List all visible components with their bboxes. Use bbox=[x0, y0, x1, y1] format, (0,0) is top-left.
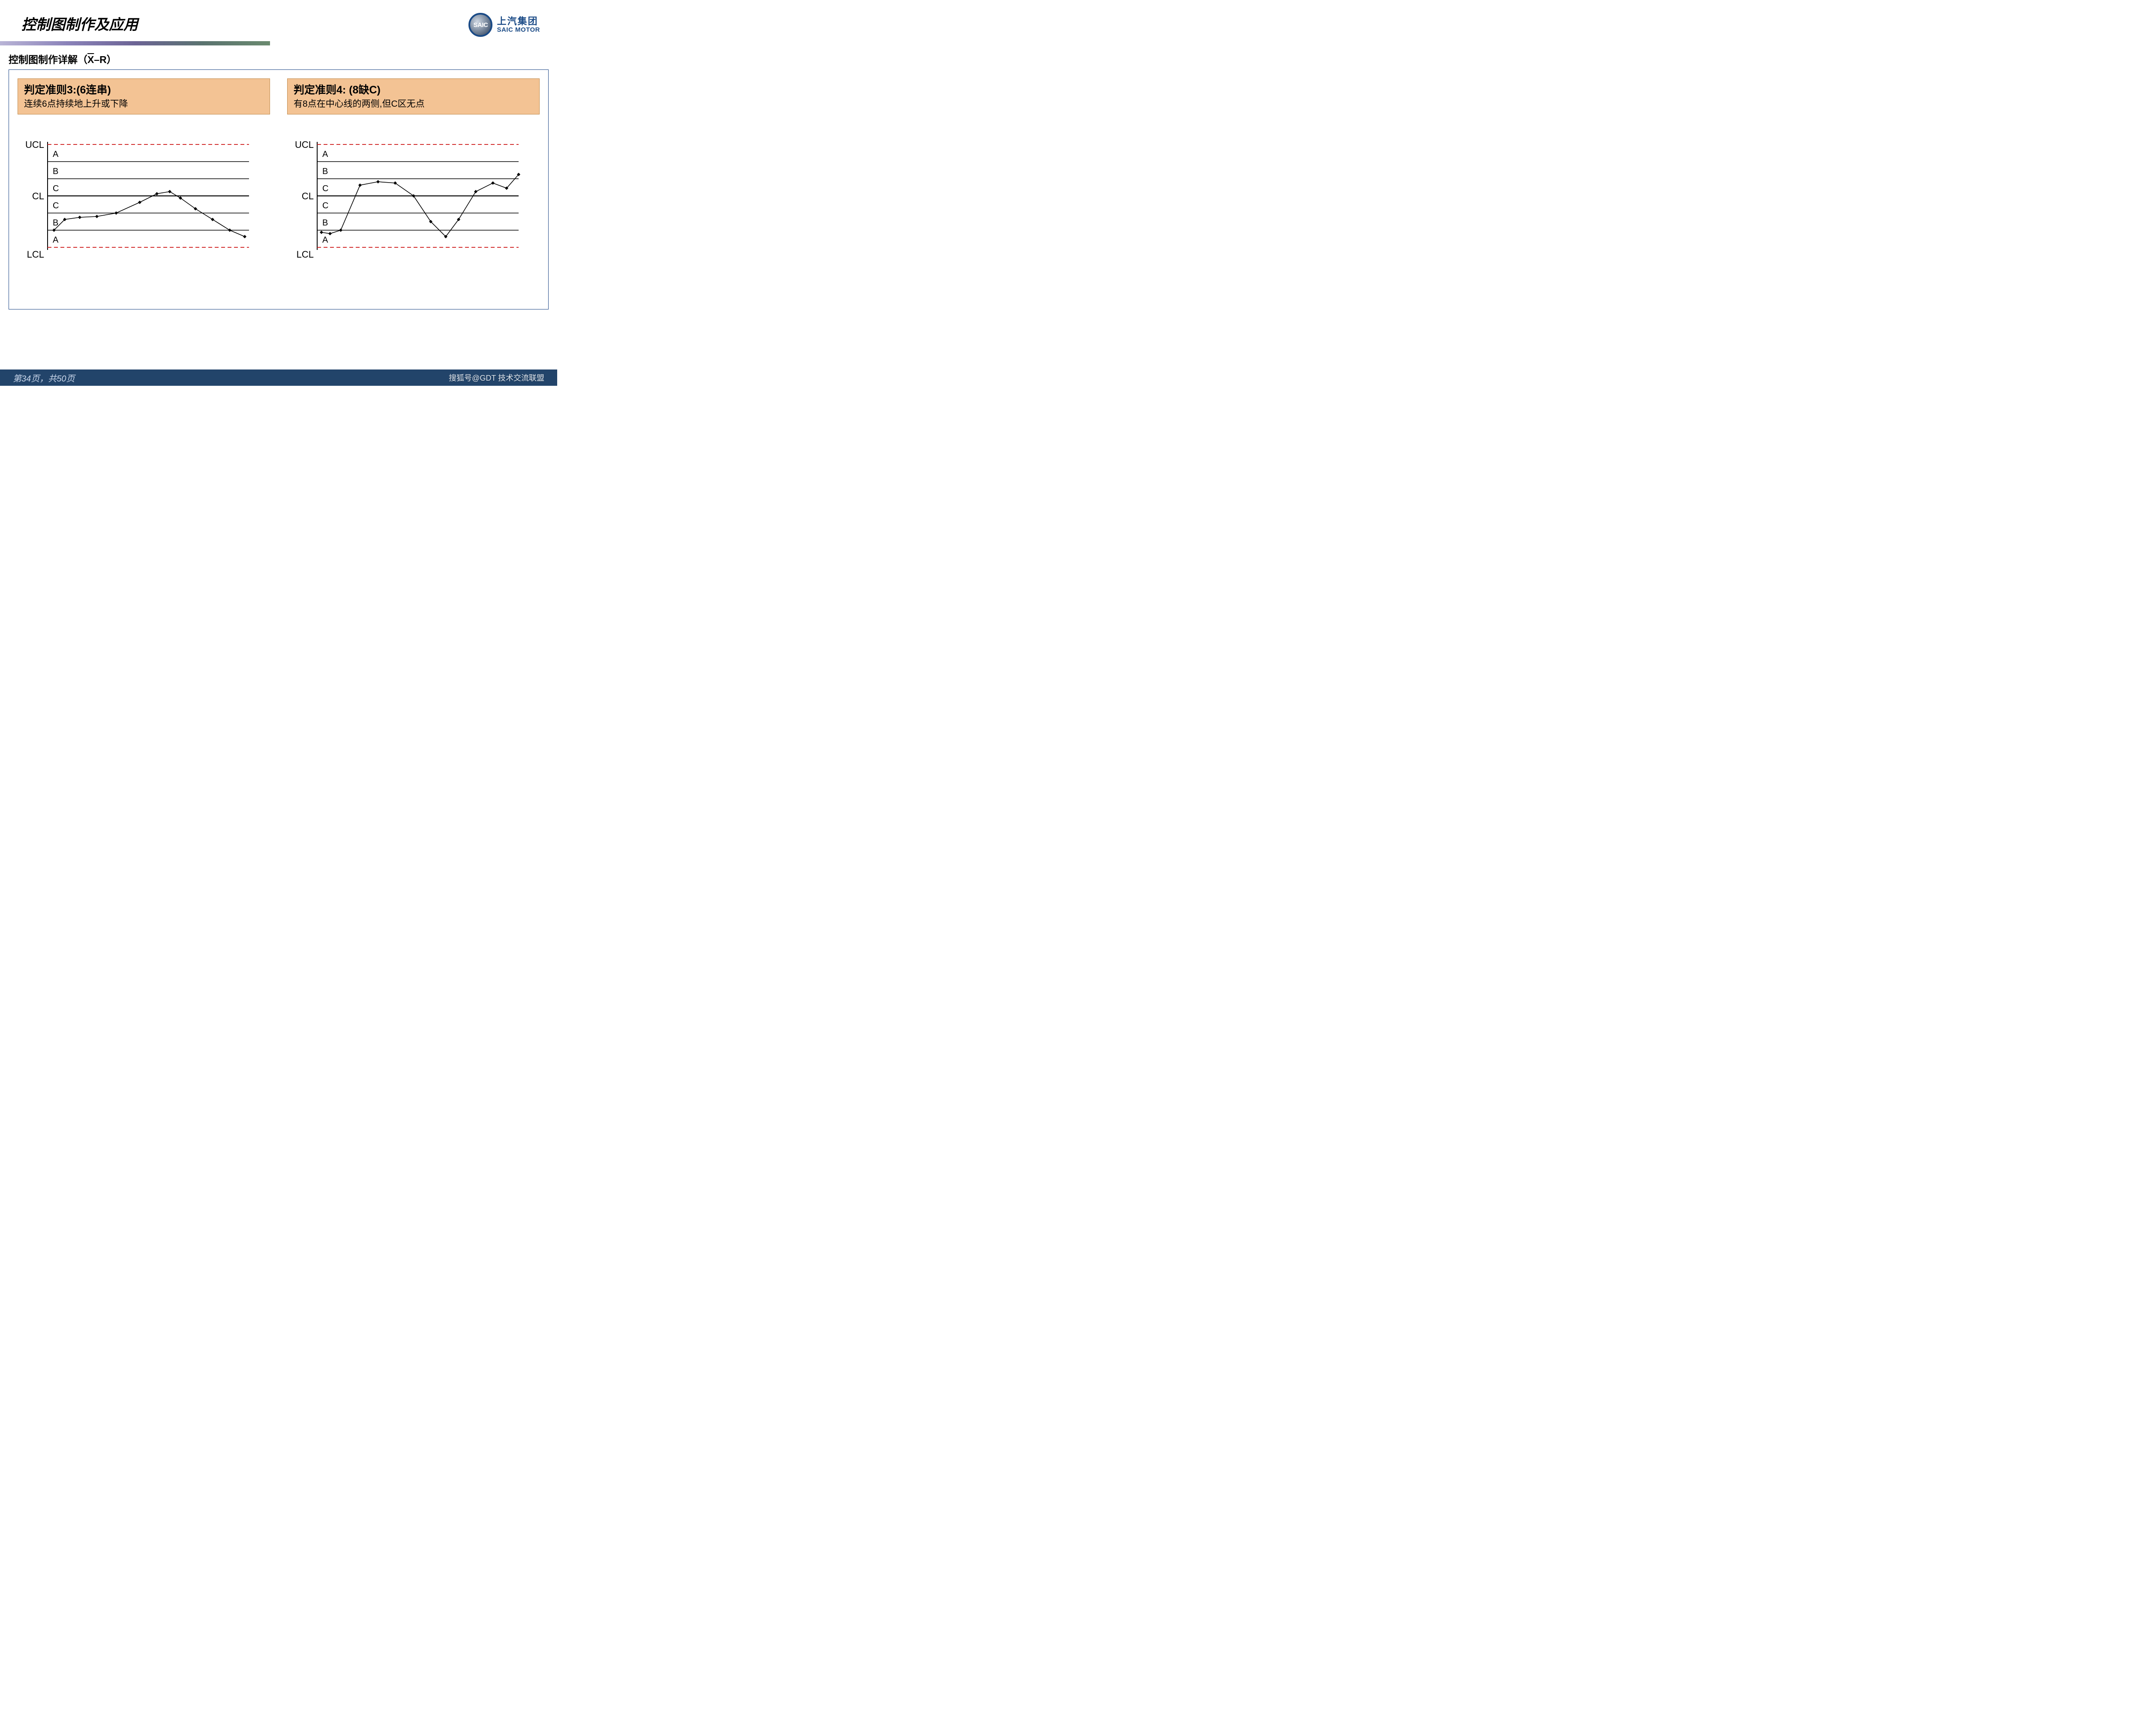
logo-cn: 上汽集团 bbox=[497, 16, 540, 27]
page-title: 控制图制作及应用 bbox=[21, 13, 138, 34]
footer-bar: 第34页，共50页 搜狐号@GDT 技术交流联盟 bbox=[0, 369, 557, 386]
chart-rule-4: UCLCLLCLABCCBA bbox=[287, 140, 540, 300]
svg-text:C: C bbox=[53, 201, 59, 210]
rule-desc-4: 有8点在中心线的两侧,但C区无点 bbox=[294, 97, 533, 110]
svg-text:LCL: LCL bbox=[297, 249, 314, 260]
logo-en: SAIC MOTOR bbox=[497, 27, 540, 34]
svg-text:LCL: LCL bbox=[27, 249, 44, 260]
brand-logo: SAIC 上汽集团 SAIC MOTOR bbox=[468, 13, 540, 37]
rule-box-3: 判定准则3:(6连串) 连续6点持续地上升或下降 bbox=[18, 78, 270, 114]
svg-text:UCL: UCL bbox=[25, 140, 44, 150]
svg-text:C: C bbox=[322, 201, 328, 210]
svg-text:A: A bbox=[53, 235, 59, 245]
svg-text:CL: CL bbox=[302, 191, 314, 201]
svg-text:C: C bbox=[322, 184, 328, 193]
rule-column-3: 判定准则3:(6连串) 连续6点持续地上升或下降 UCLCLLCLABCCBA bbox=[18, 78, 270, 300]
svg-text:B: B bbox=[322, 218, 328, 228]
rule-title-3: 判定准则3:(6连串) bbox=[24, 81, 264, 97]
divider-gradient bbox=[0, 41, 270, 45]
svg-text:B: B bbox=[53, 167, 58, 176]
svg-text:A: A bbox=[322, 150, 328, 159]
subtitle: 控制图制作详解（X–R） bbox=[9, 51, 557, 66]
svg-text:B: B bbox=[53, 218, 58, 228]
svg-text:C: C bbox=[53, 184, 59, 193]
rule-column-4: 判定准则4: (8缺C) 有8点在中心线的两侧,但C区无点 UCLCLLCLAB… bbox=[287, 78, 540, 300]
svg-text:A: A bbox=[322, 235, 328, 245]
source-watermark: 搜狐号@GDT 技术交流联盟 bbox=[449, 372, 544, 383]
svg-text:A: A bbox=[53, 150, 59, 159]
svg-text:CL: CL bbox=[32, 191, 44, 201]
rule-title-4: 判定准则4: (8缺C) bbox=[294, 81, 533, 97]
chart-rule-3: UCLCLLCLABCCBA bbox=[18, 140, 270, 300]
svg-text:B: B bbox=[322, 167, 328, 176]
rule-box-4: 判定准则4: (8缺C) 有8点在中心线的两侧,但C区无点 bbox=[287, 78, 540, 114]
rule-desc-3: 连续6点持续地上升或下降 bbox=[24, 97, 264, 110]
logo-badge-icon: SAIC bbox=[468, 13, 492, 37]
page-number: 第34页，共50页 bbox=[13, 372, 75, 384]
svg-text:UCL: UCL bbox=[295, 140, 314, 150]
content-panel: 判定准则3:(6连串) 连续6点持续地上升或下降 UCLCLLCLABCCBA … bbox=[9, 69, 549, 309]
